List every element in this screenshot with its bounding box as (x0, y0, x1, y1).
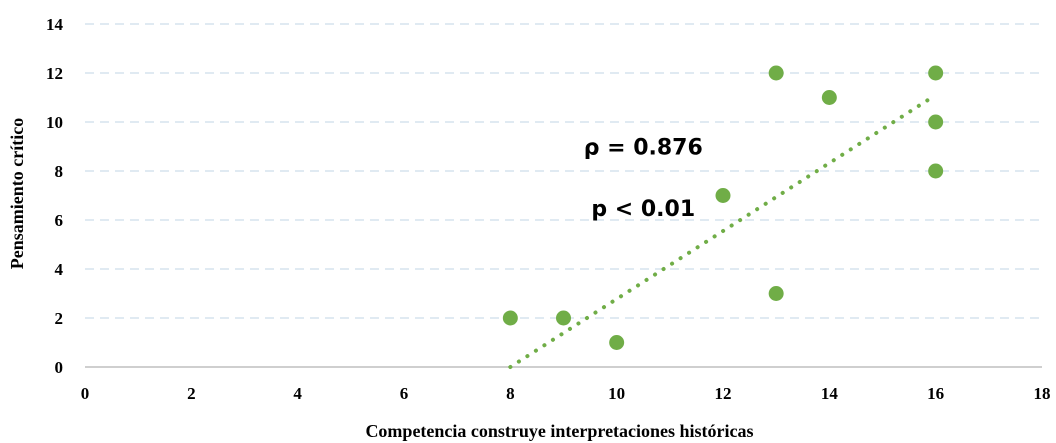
y-tick-label: 12 (46, 64, 63, 83)
data-point (609, 335, 625, 350)
trendline-group (508, 93, 938, 369)
y-tick-label: 6 (55, 211, 64, 230)
data-point (556, 310, 571, 326)
y-tick-labels: 0 2 4 6 8 10 12 14 (46, 15, 64, 377)
gridlines (85, 23, 1042, 319)
x-tick-label: 18 (1034, 384, 1051, 403)
data-points (502, 65, 944, 350)
y-tick-label: 0 (55, 358, 64, 377)
y-tick-label: 14 (46, 15, 64, 34)
y-tick-label: 4 (55, 260, 64, 279)
data-point (502, 310, 518, 326)
annotations: ρ = 0.876 p < 0.01 (584, 136, 703, 222)
data-point (928, 114, 944, 130)
x-tick-label: 0 (81, 384, 90, 403)
x-tick-label: 12 (715, 384, 732, 403)
data-point (821, 90, 837, 105)
x-tick-labels: 0 2 4 6 8 10 12 14 16 18 (81, 384, 1051, 403)
x-tick-label: 6 (400, 384, 409, 403)
y-axis-title: Pensamiento crítico (7, 118, 27, 269)
data-point (768, 286, 784, 301)
data-point (768, 65, 784, 81)
y-tick-label: 8 (55, 162, 64, 181)
x-tick-label: 2 (187, 384, 196, 403)
stat-annotation: ρ = 0.876 (584, 136, 703, 161)
trendline (508, 93, 938, 369)
data-point (715, 188, 731, 203)
x-tick-label: 16 (927, 384, 944, 403)
data-point (928, 65, 944, 81)
y-tick-label: 2 (55, 309, 64, 328)
x-tick-label: 10 (608, 384, 625, 403)
y-tick-label: 10 (46, 113, 63, 132)
data-point (928, 163, 944, 179)
stat-annotation: p < 0.01 (591, 197, 695, 222)
x-tick-label: 8 (506, 384, 515, 403)
x-tick-label: 4 (293, 384, 302, 403)
x-tick-label: 14 (821, 384, 839, 403)
x-axis-title: Competencia construye interpretaciones h… (365, 421, 753, 441)
